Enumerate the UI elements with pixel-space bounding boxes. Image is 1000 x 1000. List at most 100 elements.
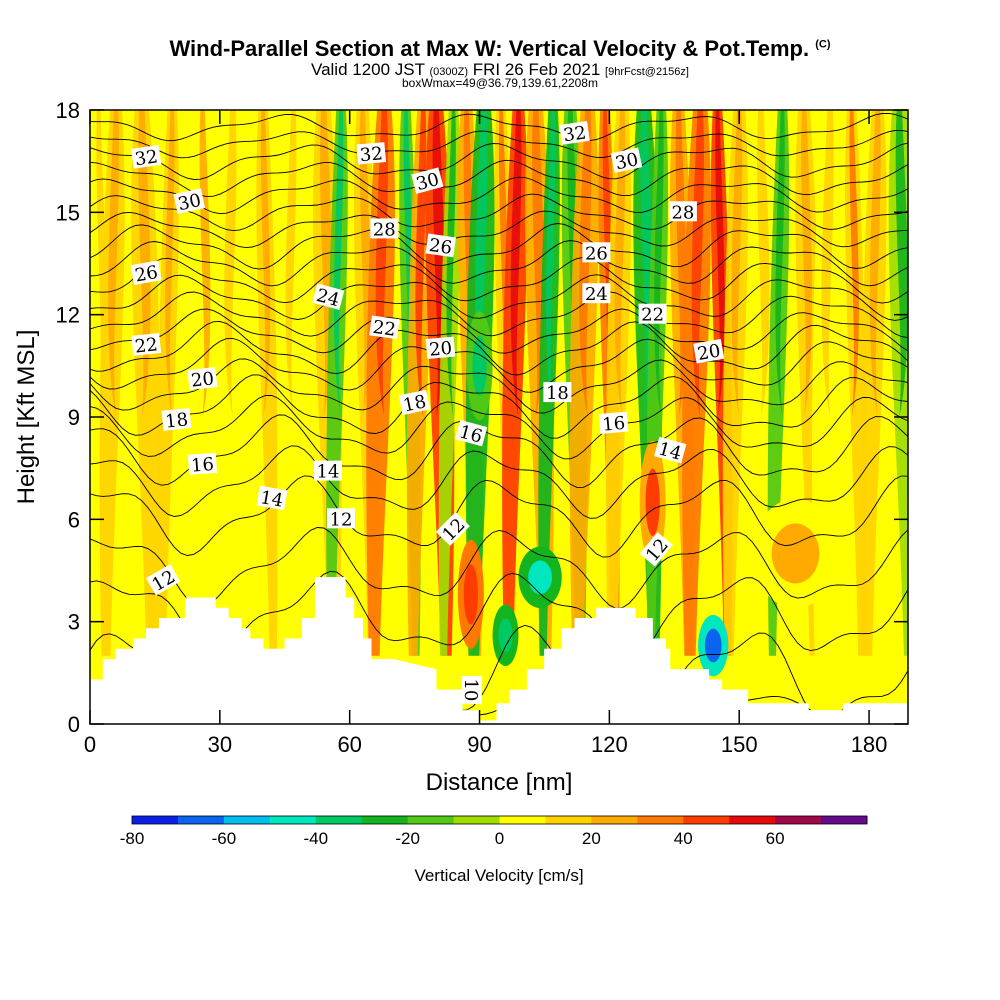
contour-label: 14 <box>654 436 687 465</box>
y-tick-label: 3 <box>68 610 80 635</box>
theta-contour <box>90 445 908 519</box>
contour-label: 22 <box>131 332 162 358</box>
velocity-core <box>731 110 743 417</box>
contour-label-text: 20 <box>190 368 215 391</box>
colorbar-tick-label: 60 <box>766 829 785 848</box>
contour-label-text: 32 <box>359 143 384 166</box>
x-axis-label: Distance [nm] <box>426 769 573 796</box>
colorbar-swatch <box>545 816 592 824</box>
contour-label-box <box>327 508 355 529</box>
colorbar-tick-label: 20 <box>582 829 601 848</box>
theta-contour <box>90 475 908 558</box>
theta-contour <box>90 257 908 304</box>
contour-label-box <box>425 233 456 258</box>
theta-contour <box>90 193 908 232</box>
colorbar-tick-label: -20 <box>395 829 420 848</box>
colorbar-tick-label: -40 <box>303 829 328 848</box>
theta-contour <box>90 142 908 180</box>
colorbar-tick-label: -60 <box>212 829 237 848</box>
contour-label: 20 <box>187 367 218 392</box>
contour-label: 20 <box>425 336 456 361</box>
contour-label: 20 <box>693 338 725 365</box>
contour-label-text: 18 <box>164 409 189 432</box>
contour-label: 30 <box>173 188 206 215</box>
contour-label-box <box>369 315 400 340</box>
velocity-cell <box>645 468 660 537</box>
contour-label-box <box>582 242 611 263</box>
chart-title: Wind-Parallel Section at Max W: Vertical… <box>0 36 1000 62</box>
velocity-core <box>821 110 834 417</box>
contour-label-text: 18 <box>401 391 428 416</box>
contour-label: 28 <box>370 218 399 240</box>
valid-date: FRI 26 Feb 2021 <box>472 60 601 79</box>
contour-label: 18 <box>543 382 572 404</box>
axes: 0 30 60 90 120 150 180 0 3 6 9 12 15 18 <box>56 98 908 757</box>
colorbar-swatch <box>591 816 638 824</box>
theta-contour <box>90 624 908 724</box>
box-info: boxWmax=49@36.79,139.61,2208m <box>402 76 598 90</box>
contour-label-box <box>638 303 667 324</box>
y-tick-label: 6 <box>68 507 80 532</box>
theta-contour <box>90 240 908 287</box>
theta-contour <box>90 112 908 142</box>
velocity-cell <box>704 628 722 663</box>
velocity-core <box>285 110 297 417</box>
x-tick-label: 180 <box>851 732 888 757</box>
theta-contour <box>90 337 908 393</box>
contour-label-text: 30 <box>176 190 203 215</box>
velocity-core <box>691 110 704 417</box>
contour-label: 14 <box>256 485 288 512</box>
contour-label-box <box>173 188 206 214</box>
theta-contour <box>90 374 908 439</box>
velocity-core <box>375 110 388 417</box>
contour-label-text: 32 <box>562 122 588 146</box>
colorbar-swatch <box>683 816 730 824</box>
contour-label: 26 <box>582 242 611 264</box>
title-mark: (C) <box>815 38 831 51</box>
contour-label-text: 16 <box>190 454 214 477</box>
colorbar-swatch <box>269 816 317 824</box>
theta-contour <box>90 291 908 339</box>
contour-label-box <box>639 532 673 567</box>
velocity-core <box>165 110 175 417</box>
velocity-core <box>545 110 556 417</box>
contour-label-text: 22 <box>134 334 159 357</box>
velocity-core <box>260 110 271 417</box>
contour-label-box <box>370 218 399 239</box>
contour-label-text: 28 <box>373 219 396 240</box>
colorbar-swatch <box>453 816 500 824</box>
valid-utc: (0300Z) <box>429 66 468 78</box>
theta-contour <box>90 210 908 249</box>
contour-label-text: 26 <box>428 235 454 259</box>
contour-label-box <box>435 511 470 546</box>
colorbar-swatch <box>132 816 179 824</box>
contour-label-box <box>130 260 162 285</box>
contour-label-box <box>582 283 611 304</box>
theta-contour <box>90 414 908 488</box>
contour-label-text: 26 <box>585 243 608 264</box>
contour-label-box <box>559 121 590 145</box>
y-axis-label: Height [Kft MSL] <box>13 330 40 505</box>
contour-label: 16 <box>455 419 488 448</box>
theta-contour <box>90 223 908 270</box>
contour-label-text: 26 <box>133 262 159 287</box>
contour-label: 26 <box>425 233 456 259</box>
contour-label: 22 <box>369 315 400 341</box>
velocity-core <box>801 110 812 417</box>
colorbar-tick-label: 0 <box>495 829 504 848</box>
contour-label-text: 28 <box>671 202 694 223</box>
velocity-core <box>579 110 592 417</box>
colorbar-swatch <box>775 816 822 824</box>
contour-label-box <box>425 336 456 359</box>
velocity-cell <box>528 560 553 595</box>
theta-contour <box>90 527 908 609</box>
colorbar-swatch <box>637 816 684 824</box>
velocity-core <box>654 110 664 417</box>
velocity-core <box>614 110 626 417</box>
contour-label-box <box>356 142 387 165</box>
contour-label-box <box>131 332 162 356</box>
colorbar-swatch <box>407 816 455 824</box>
velocity-cell <box>498 618 513 653</box>
contour-label-text: 22 <box>371 317 397 341</box>
contour-label-box <box>598 411 629 434</box>
